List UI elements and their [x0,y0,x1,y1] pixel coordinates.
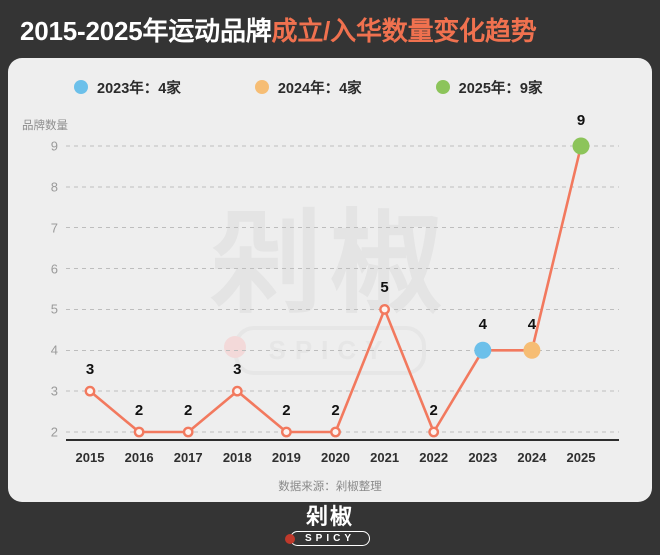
plot-area: 品牌数量 2 3 4 5 6 7 8 9 3 2 2 3 2 2 5 2 4 4 9 2015 2016 2017 2018… [8,58,652,502]
y-axis-tick-label: 6 [50,261,58,277]
x-axis-tick-label: 2018 [222,450,252,465]
footer-badge-dot-icon [284,534,295,545]
data-point-value-label: 2 [331,402,340,419]
legend-dot-blue-icon [74,80,88,94]
data-point-value-label: 4 [478,316,487,334]
legend-item-2023[interactable]: 2023年：4家 [74,77,181,98]
x-axis-tick-label: 2021 [370,450,400,465]
footer-logo-text: 剁椒 [305,504,354,529]
x-axis-tick-label: 2025 [566,450,596,465]
y-axis-tick-label: 5 [50,301,58,317]
legend-label-2025: 2025年：9家 [458,80,543,97]
chart-card: 2023年：4家 2024年：4家 2025年：9家 剁椒 SPICY 品牌数量… [8,58,652,502]
footer-badge: SPICY [284,531,370,547]
page-title-main: 2015-2025年运动品牌 [20,15,272,46]
legend-dot-orange-icon [254,80,269,94]
y-axis-tick-label: 2 [50,424,58,440]
data-point-value-label: 2 [282,402,291,419]
data-point-value-label: 5 [380,279,389,297]
chart-legend: 2023年：4家 2024年：4家 2025年：9家 [8,72,652,102]
footer-badge-label: SPICY [304,533,355,545]
page-title-accent: 成立/入华数量变化趋势 [271,15,537,46]
page-title: 2015-2025年运动品牌成立/入华数量变化趋势 [20,11,537,48]
data-point-value-label: 2 [184,402,193,419]
y-axis-tick-label: 4 [50,342,58,358]
y-axis-tick-label: 9 [50,138,58,154]
legend-dot-green-icon [435,80,450,94]
data-point-value-label: 3 [85,361,95,379]
x-axis-tick-label: 2019 [271,450,301,465]
data-point-value-label: 3 [233,361,242,379]
data-point-value-label: 4 [527,316,537,334]
y-axis-title: 品牌数量 [22,120,68,132]
x-axis-tick-label: 2015 [75,450,105,465]
y-axis-tick-label: 7 [50,220,58,236]
x-axis-tick-label: 2020 [321,450,350,465]
x-axis-tick-label: 2024 [517,450,547,465]
y-axis-tick-label: 3 [50,383,58,399]
source-note: 数据来源：剁椒整理 [278,481,382,493]
x-axis-tick-label: 2023 [468,450,498,465]
legend-label-2024: 2024年：4家 [277,80,362,97]
footer-logo: 剁椒 SPICY [0,504,660,547]
line-chart-svg [66,137,619,442]
title-bar: 2015-2025年运动品牌成立/入华数量变化趋势 [0,0,660,58]
legend-item-2025[interactable]: 2025年：9家 [435,77,543,98]
data-point-value-label: 2 [134,402,144,419]
x-axis-tick-label: 2017 [173,450,203,465]
data-point-value-label: 9 [576,112,586,129]
x-axis-tick-label: 2016 [124,450,154,465]
legend-item-2024[interactable]: 2024年：4家 [254,77,362,98]
y-axis-tick-label: 8 [50,179,58,195]
data-point-value-label: 2 [429,402,438,419]
legend-label-2023: 2023年：4家 [97,80,181,97]
x-axis-tick-label: 2022 [419,450,449,465]
